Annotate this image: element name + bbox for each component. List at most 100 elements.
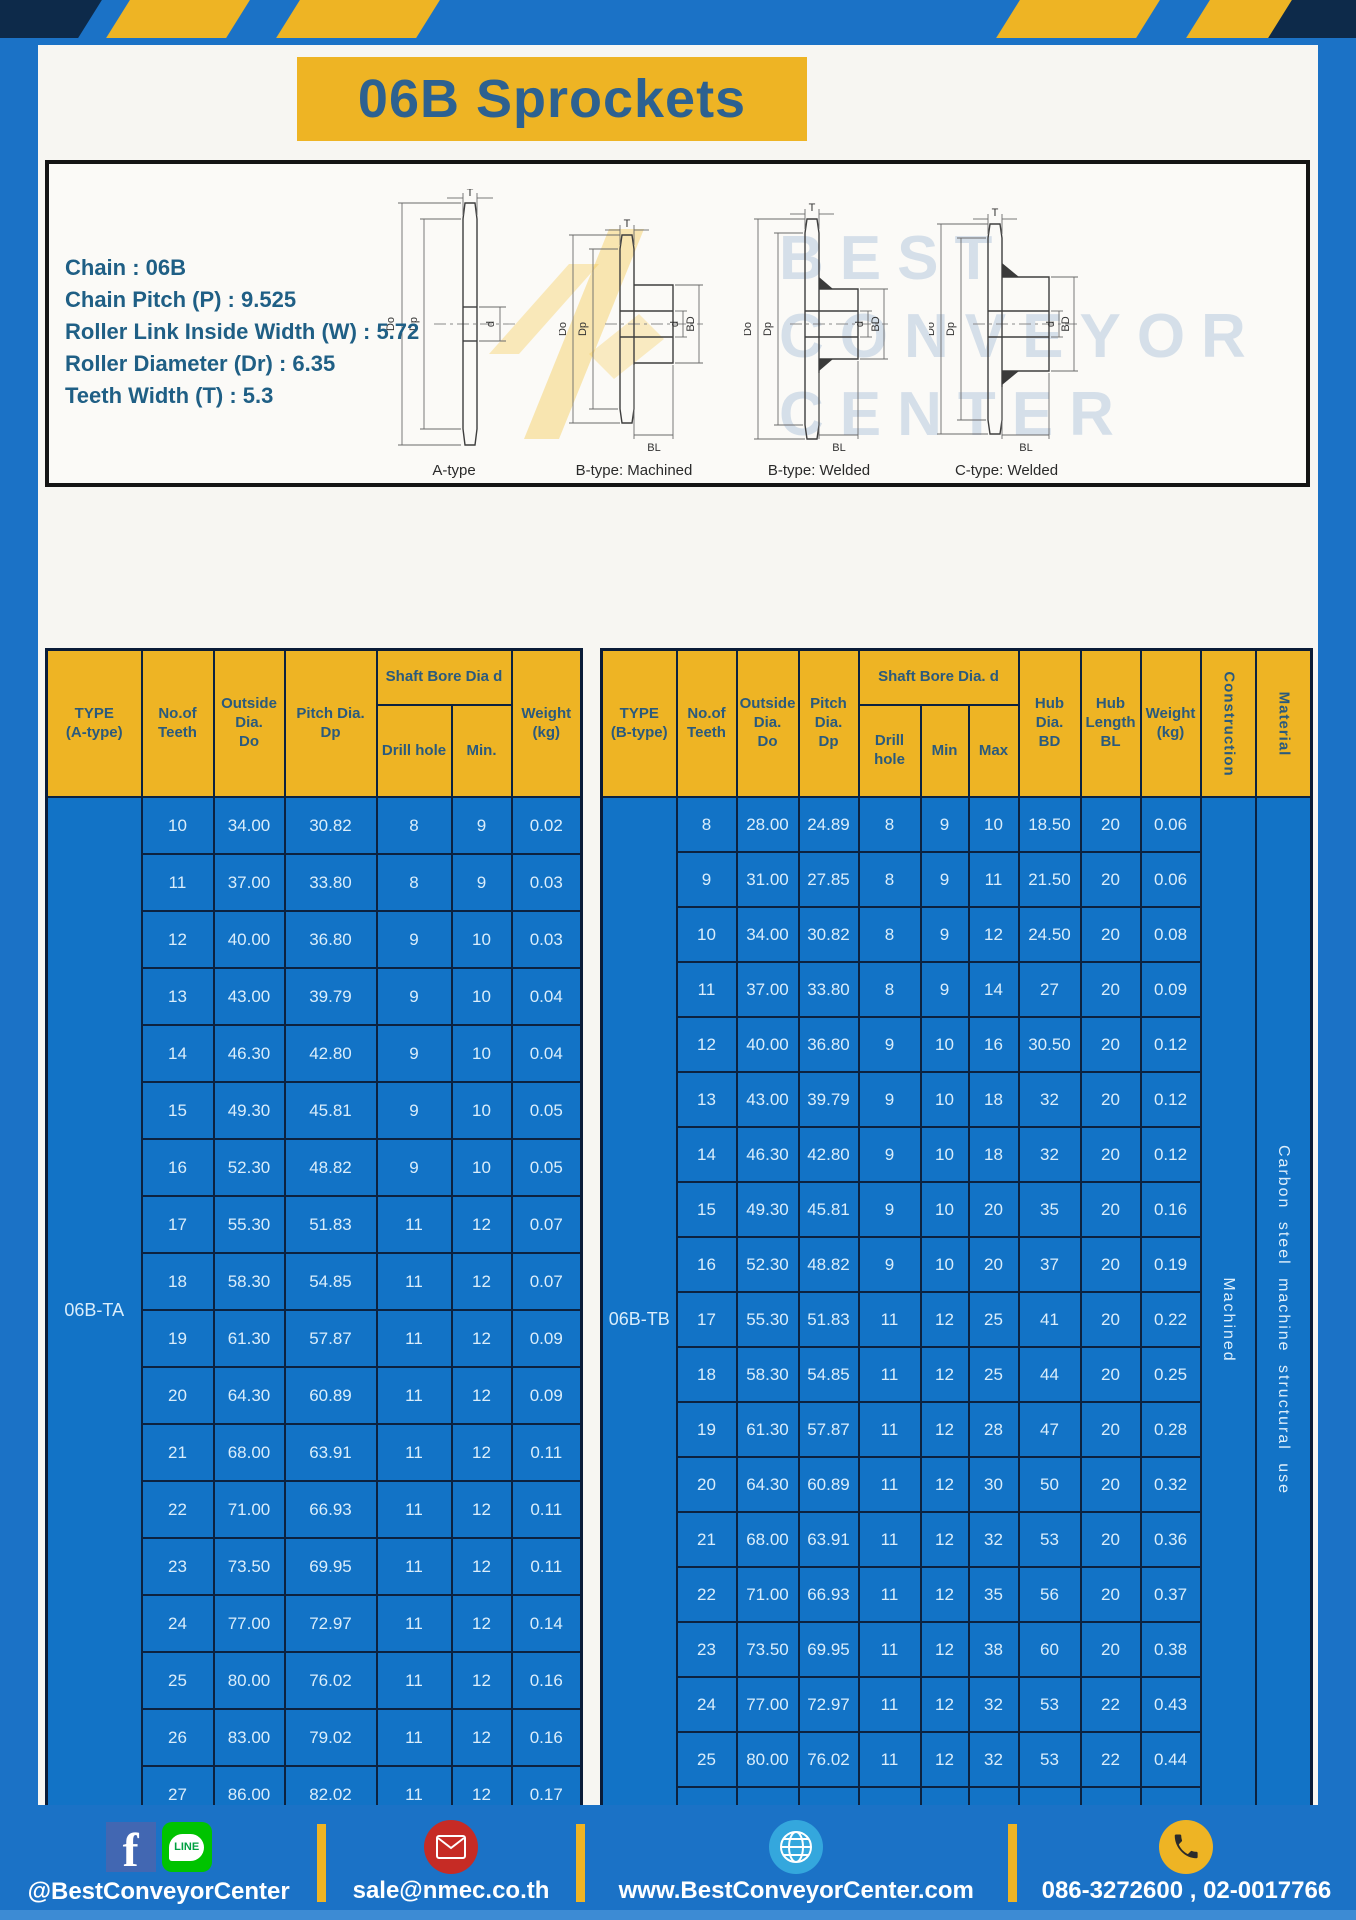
table-cell: 20	[1079, 1071, 1142, 1128]
email-icon	[424, 1820, 478, 1874]
table-cell: 10	[450, 967, 513, 1026]
table-cell: 48.82	[283, 1138, 378, 1197]
table-cell: 9	[857, 1016, 922, 1073]
column-header-shaft-bore: Shaft Bore Dia. d	[857, 648, 1020, 706]
table-cell: 14	[140, 1024, 215, 1083]
table-cell: 30	[967, 1456, 1020, 1513]
sprocket-drawing-b-welded-icon: T Do Dp d BD BL	[744, 202, 888, 454]
table-cell: 31.00	[735, 851, 800, 908]
table-cell: 52.30	[212, 1138, 286, 1197]
table-cell: 10	[675, 906, 738, 963]
diagram-caption: C-type: Welded	[954, 462, 1059, 479]
table-cell: 11	[967, 851, 1020, 908]
column-header-teeth: No.of Teeth	[675, 648, 738, 798]
table-cell: 22	[675, 1566, 738, 1623]
table-cell: 18	[967, 1126, 1020, 1183]
table-cell: 0.08	[1139, 906, 1202, 963]
table-cell: 20	[1079, 1346, 1142, 1403]
table-cell: 10	[919, 1016, 970, 1073]
table-cell: 11	[857, 1456, 922, 1513]
table-cell: 76.02	[283, 1651, 378, 1710]
table-cell: 43.00	[212, 967, 286, 1026]
table-cell: 0.28	[1139, 1401, 1202, 1458]
table-cell: 0.16	[510, 1708, 583, 1767]
table-cell: 0.07	[510, 1195, 583, 1254]
table-cell: 49.30	[212, 1081, 286, 1140]
footer-divider	[317, 1823, 327, 1902]
table-row: 14 46.30 42.80 9 10 18 32 20 0.12	[602, 1126, 1312, 1183]
phone-numbers: 086-3272600 , 02-0017766	[1041, 1877, 1332, 1904]
column-header-teeth: No.of Teeth	[140, 648, 215, 798]
sprocket-table-a-type: TYPE (A-type) No.of Teeth Outside Dia. D…	[45, 648, 583, 1825]
chain-specs: Chain : 06B Chain Pitch (P) : 9.525 Roll…	[65, 252, 419, 412]
table-row: 06B-TB 8 28.00 24.89 8 9 10 18.50 20 0.06 Machined…	[600, 796, 1313, 1844]
table-cell: 73.50	[212, 1537, 286, 1596]
table-cell: 12	[450, 1480, 513, 1539]
table-cell: 20	[967, 1236, 1020, 1293]
table-cell: 19	[675, 1401, 738, 1458]
table-cell: 11	[375, 1708, 453, 1767]
table-cell: 0.11	[510, 1537, 583, 1596]
table-cell: 0.22	[1139, 1291, 1202, 1348]
table-cell: 8	[857, 796, 922, 853]
table-cell: 39.79	[283, 967, 378, 1026]
table-cell: 63.91	[283, 1423, 378, 1482]
table-cell: 18.50	[1017, 796, 1082, 853]
column-header-material-label: Material	[1275, 691, 1293, 756]
table-cell: 24	[675, 1676, 738, 1733]
table-cell: 0.44	[1139, 1731, 1202, 1788]
table-cell: 24	[140, 1594, 215, 1653]
dim-label-bl: BL	[1019, 442, 1032, 454]
column-header-weight: Weight (kg)	[1139, 648, 1202, 798]
table-cell: 58.30	[735, 1346, 800, 1403]
table-cell: 60.89	[797, 1456, 860, 1513]
table-cell: 23	[675, 1621, 738, 1678]
table-row: 21 68.00 63.91 11 12 0.11	[47, 1423, 583, 1482]
footer-divider	[1007, 1823, 1017, 1902]
table-cell: 25	[967, 1346, 1020, 1403]
table-cell: 32	[967, 1511, 1020, 1568]
table-cell: 14	[675, 1126, 738, 1183]
table-cell: 10	[967, 796, 1020, 853]
table-cell: 0.03	[510, 910, 583, 969]
table-cell: 33.80	[797, 961, 860, 1018]
table-cell: 60.89	[283, 1366, 378, 1425]
table-row: 15 49.30 45.81 9 10 20 35 20 0.16	[602, 1181, 1312, 1238]
material-cell: Carbon steel machine structural use	[1254, 796, 1313, 1844]
table-cell: 10	[919, 1181, 970, 1238]
dim-label-bd: BD	[870, 316, 882, 331]
table-cell: 20	[1079, 1621, 1142, 1678]
watermark-line: BEST	[779, 224, 1009, 293]
column-header-drill-hole: Drill hole	[857, 704, 922, 798]
table-cell: 12	[450, 1195, 513, 1254]
table-cell: 52.30	[735, 1236, 800, 1293]
table-cell: 71.00	[735, 1566, 800, 1623]
table-cell: 12	[919, 1401, 970, 1458]
diagram-caption: B-type: Welded	[767, 462, 871, 479]
table-cell: 20	[1079, 1181, 1142, 1238]
table-cell: 37.00	[735, 961, 800, 1018]
table-cell: 8	[857, 961, 922, 1018]
table-cell: 12	[450, 1537, 513, 1596]
table-cell: 20	[1079, 906, 1142, 963]
dim-label-do: Do	[744, 322, 754, 336]
table-cell: 0.32	[1139, 1456, 1202, 1513]
table-cell: 20	[1079, 1456, 1142, 1513]
table-cell: 22	[140, 1480, 215, 1539]
table-cell: 0.19	[1139, 1236, 1202, 1293]
table-cell: 61.30	[735, 1401, 800, 1458]
table-cell: 47	[1017, 1401, 1082, 1458]
table-cell: 11	[857, 1676, 922, 1733]
table-cell: 39.79	[797, 1071, 860, 1128]
diagram-caption: B-type: Machined	[575, 462, 693, 479]
table-cell: 77.00	[735, 1676, 800, 1733]
top-stripe-yellow	[106, 0, 250, 38]
table-row: 11 37.00 33.80 8 9 0.03	[47, 853, 583, 912]
table-cell: 80.00	[212, 1651, 286, 1710]
table-cell: 68.00	[212, 1423, 286, 1482]
footer-divider	[575, 1823, 585, 1902]
dim-label-dp: Dp	[762, 322, 774, 336]
column-header-weight: Weight (kg)	[510, 648, 583, 798]
type-cell: 06B-TB	[600, 796, 678, 1844]
table-cell: 13	[140, 967, 215, 1026]
